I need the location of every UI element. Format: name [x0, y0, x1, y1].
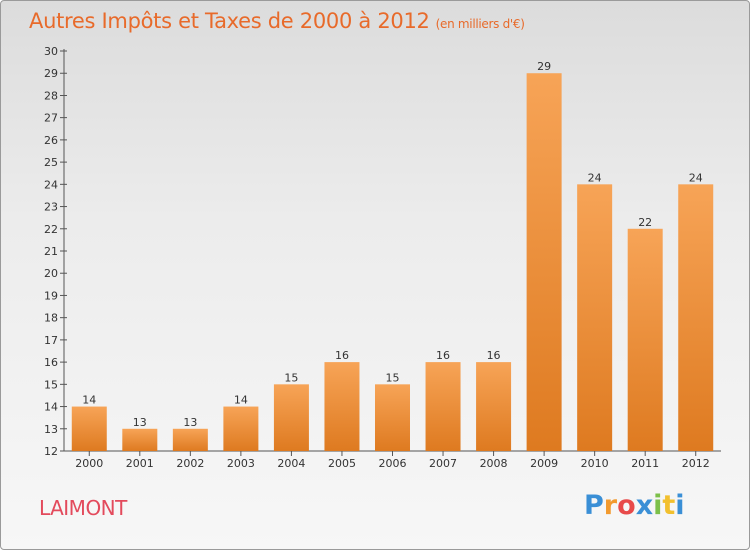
- y-tick-label: 21: [44, 245, 58, 258]
- logo-letter: i: [675, 490, 685, 521]
- logo-letter: x: [635, 490, 654, 521]
- bar-2012: [678, 184, 714, 452]
- bar-2004: [273, 384, 309, 451]
- y-tick-label: 24: [44, 178, 58, 191]
- bar-2008: [476, 362, 512, 451]
- bar-2005: [324, 362, 360, 451]
- bar-value-label: 15: [284, 371, 298, 384]
- y-tick-label: 30: [44, 45, 58, 58]
- proxiti-logo: Proxiti: [584, 490, 685, 521]
- commune-name: LAIMONT: [39, 496, 127, 520]
- bar-2006: [375, 384, 410, 451]
- bar-2011: [627, 228, 663, 451]
- bar-value-label: 14: [234, 394, 248, 407]
- y-tick-label: 20: [44, 267, 58, 280]
- y-tick-label: 29: [44, 67, 58, 80]
- x-tick-label: 2010: [581, 457, 609, 470]
- y-tick-label: 16: [44, 356, 58, 369]
- y-tick-label: 27: [44, 112, 58, 125]
- bar-2010: [577, 184, 613, 452]
- chart-title-text: Autres Impôts et Taxes de 2000 à 2012: [29, 9, 430, 33]
- y-tick-label: 22: [44, 223, 58, 236]
- y-tick-label: 25: [44, 156, 58, 169]
- x-axis: 2000 2001 2002 2003 2004 2005 2006 2007 2008 2009…: [64, 450, 721, 470]
- x-tick-label: 2005: [328, 457, 356, 470]
- bar-value-label: 15: [386, 371, 400, 384]
- y-tick-label: 28: [44, 89, 58, 102]
- y-tick-label: 17: [44, 334, 58, 347]
- logo-letter: o: [617, 490, 636, 521]
- x-tick-label: 2009: [530, 457, 558, 470]
- y-axis: 12 13 14 15 16 17 18 19 20 21 22 23 24 25 26 27 28 29 30: [44, 45, 67, 458]
- x-tick-label: 2003: [227, 457, 255, 470]
- bar-value-label: 13: [183, 416, 197, 429]
- bar-2009: [526, 73, 562, 451]
- bar-value-label: 24: [689, 171, 703, 184]
- y-tick-label: 14: [44, 401, 58, 414]
- bar-2001: [122, 428, 158, 451]
- bar-value-label: 29: [537, 60, 551, 73]
- logo-letter: t: [662, 490, 676, 521]
- x-tick-label: 2008: [480, 457, 508, 470]
- y-tick-label: 26: [44, 134, 58, 147]
- y-tick-label: 12: [44, 445, 58, 458]
- logo-letter: i: [653, 490, 663, 521]
- bar-2003: [223, 406, 259, 451]
- x-tick-label: 2011: [631, 457, 659, 470]
- logo-letter: P: [584, 490, 604, 521]
- y-tick-label: 18: [44, 312, 58, 325]
- x-tick-label: 2002: [176, 457, 204, 470]
- y-tick-label: 19: [44, 289, 58, 302]
- bar-value-label: 13: [133, 416, 147, 429]
- unit-note: (en milliers d'€): [435, 17, 525, 31]
- x-tick-label: 2012: [682, 457, 710, 470]
- bar-value-label: 24: [588, 171, 602, 184]
- x-tick-label: 2006: [379, 457, 407, 470]
- bar-2000: [71, 406, 107, 451]
- y-tick-label: 23: [44, 201, 58, 214]
- bars: 14 13 13 14 15 16 15 16 16 29 24 22 24: [71, 60, 714, 452]
- bar-value-label: 14: [82, 394, 96, 407]
- x-tick-label: 2007: [429, 457, 457, 470]
- bar-value-label: 16: [335, 349, 349, 362]
- y-tick-label: 15: [44, 378, 58, 391]
- bar-value-label: 16: [436, 349, 450, 362]
- bar-2002: [172, 428, 208, 451]
- x-tick-label: 2000: [75, 457, 103, 470]
- y-tick-label: 13: [44, 423, 58, 436]
- bar-value-label: 16: [487, 349, 501, 362]
- logo-letter: r: [603, 490, 618, 521]
- x-tick-label: 2001: [126, 457, 154, 470]
- x-tick-label: 2004: [277, 457, 305, 470]
- bar-2007: [425, 362, 461, 451]
- bar-value-label: 22: [638, 216, 652, 229]
- chart-title: Autres Impôts et Taxes de 2000 à 2012 (en…: [29, 9, 525, 33]
